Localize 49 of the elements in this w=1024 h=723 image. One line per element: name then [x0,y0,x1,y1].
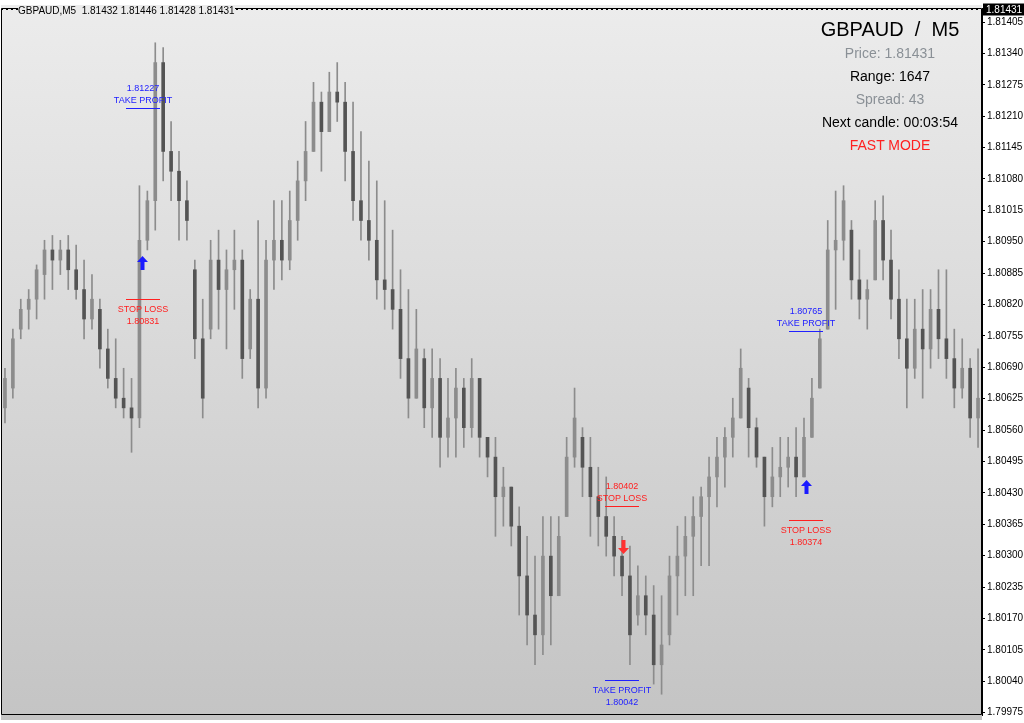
candlestick [272,200,276,290]
y-tick-label: 1.80950 [987,235,1024,247]
ref-line-label: STOP LOSS 1.80374 [780,524,832,547]
y-tick-label: 1.80430 [987,486,1024,498]
candlestick [359,131,363,241]
candlestick [976,348,980,448]
y-tick-label: 1.81015 [987,204,1024,216]
annotation: GBPAUD / M5 [819,17,961,42]
annotation: Range: 1647 [848,67,932,86]
annotation: Price: 1.81431 [843,44,937,63]
candlestick [691,496,696,597]
y-tick-label: 1.80885 [987,266,1024,278]
candlestick [533,555,537,666]
ref-line-label: 1.81431 [986,4,1023,16]
ref-line-label: TAKE PROFIT 1.80042 [592,685,652,708]
candlestick [335,62,340,122]
y-tick-label: 1.80040 [987,674,1024,686]
candlestick [382,200,387,310]
candlestick [280,200,284,281]
y-tick-label: 1.81405 [987,15,1024,27]
y-tick-label: 1.81340 [987,47,1024,59]
candlestick [865,279,870,330]
y-tick-label: 1.81210 [987,109,1024,121]
y-tick-label: 1.80235 [987,580,1024,592]
candlestick [367,160,371,261]
candlestick [683,516,688,597]
y-tick-label: 1.79975 [987,706,1024,718]
y-tick-label: 1.80105 [987,643,1024,655]
y-tick-label: 1.80170 [987,612,1024,624]
annotation: Spread: 43 [854,90,926,109]
y-tick-label: 1.80755 [987,329,1024,341]
y-tick-label: 1.80690 [987,361,1024,373]
y-tick-label: 1.80625 [987,392,1024,404]
ref-line-label: 1.80765 TAKE PROFIT [776,306,836,329]
y-tick-label: 1.80560 [987,423,1024,435]
annotation: Next candle: 00:03:54 [820,113,960,132]
y-tick-label: 1.81080 [987,172,1024,184]
y-tick-label: 1.81275 [987,78,1024,90]
candlestick [707,456,711,567]
chart-title: GBPAUD,M5 1.81432 1.81446 1.81428 1.81431 [18,5,235,16]
y-tick-label: 1.80365 [987,518,1024,529]
candlestick [778,436,783,498]
candlestick [786,436,790,488]
y-tick-label: 1.80300 [987,549,1024,561]
y-tick-label: 1.80820 [987,298,1024,310]
annotation: FAST MODE [848,136,932,155]
y-tick-label: 1.80495 [987,455,1024,467]
ref-line-label: STOP LOSS 1.80831 [117,304,169,327]
y-tick-label: 1.81145 [987,141,1023,153]
